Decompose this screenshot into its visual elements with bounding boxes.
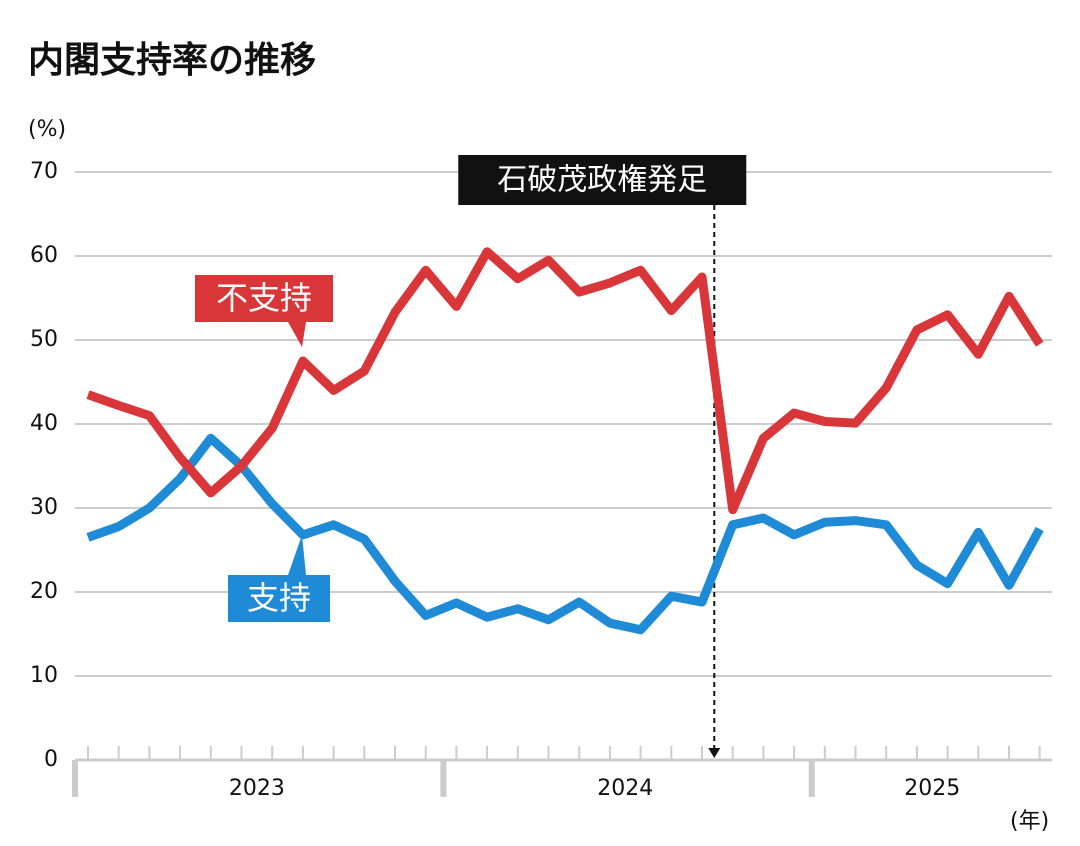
series-label-box: [228, 575, 330, 622]
series-label-box: [195, 275, 333, 322]
y-tick-label: 0: [44, 747, 58, 772]
year-label: 2025: [904, 776, 960, 801]
y-tick-label: 20: [30, 579, 58, 604]
year-label: 2023: [229, 776, 285, 801]
series-label-pointer: [288, 322, 306, 347]
x-unit: (年): [1010, 809, 1049, 834]
y-unit: (%): [28, 117, 66, 142]
event-box: [458, 155, 747, 205]
chart-title: 内閣支持率の推移: [28, 40, 316, 81]
y-tick-label: 10: [30, 663, 58, 688]
y-tick-label: 50: [30, 327, 58, 352]
series-line: [86, 247, 1044, 515]
y-tick-label: 30: [30, 495, 58, 520]
series-label: 不支持: [216, 279, 312, 317]
y-tick-label: 60: [30, 243, 58, 268]
year-label: 2024: [597, 776, 653, 801]
y-tick-label: 40: [30, 411, 58, 436]
y-tick-label: 70: [30, 159, 58, 184]
series-label: 支持: [247, 579, 311, 617]
series-line: [86, 433, 1044, 635]
event-label: 石破茂政権発足: [497, 163, 707, 198]
series-label-pointer: [288, 535, 306, 575]
event-arrow: [708, 748, 721, 758]
